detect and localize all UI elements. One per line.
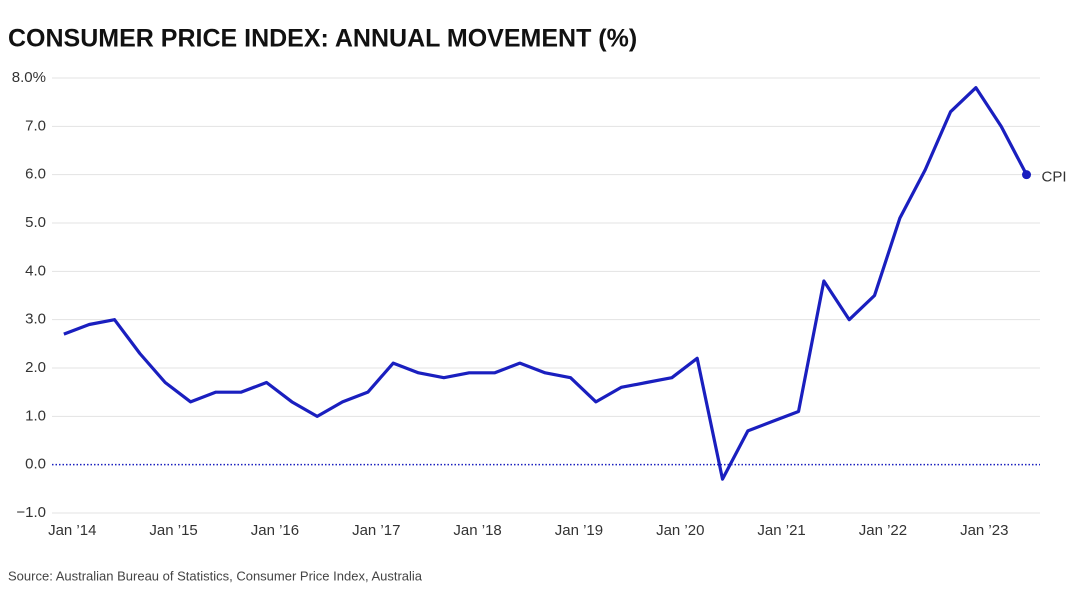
x-tick-label: Jan ’14 [48, 522, 96, 539]
y-tick-label: 7.0 [25, 117, 46, 134]
chart-title: CONSUMER PRICE INDEX: ANNUAL MOVEMENT (%… [8, 25, 637, 53]
y-tick-label: 1.0 [25, 407, 46, 424]
y-tick-label: 0.0 [25, 456, 46, 473]
x-tick-label: Jan ’21 [757, 522, 805, 539]
x-tick-label: Jan ’18 [453, 522, 501, 539]
source: Source: Australian Bureau of Statistics,… [8, 568, 423, 583]
y-tick-label: 4.0 [25, 262, 46, 279]
y-tick-label: 5.0 [25, 214, 46, 231]
end-point [1022, 170, 1032, 180]
x-tick-label: Jan ’23 [960, 522, 1008, 539]
data-line [63, 86, 1028, 481]
series-label: CPI [1042, 169, 1067, 186]
y-tick-label: 8.0% [12, 69, 46, 86]
x-tick-label: Jan ’16 [251, 522, 299, 539]
x-tick-label: Jan ’20 [656, 522, 704, 539]
x-tick-label: Jan ’22 [859, 522, 907, 539]
y-tick-label: 6.0 [25, 166, 46, 183]
y-tick-label: 2.0 [25, 359, 46, 376]
y-tick-label: −1.0 [16, 504, 46, 521]
x-tick-label: Jan ’15 [149, 522, 197, 539]
x-tick-label: Jan ’17 [352, 522, 400, 539]
y-tick-label: 3.0 [25, 311, 46, 328]
x-tick-label: Jan ’19 [555, 522, 603, 539]
